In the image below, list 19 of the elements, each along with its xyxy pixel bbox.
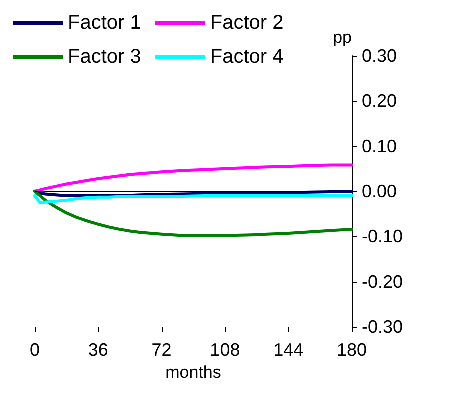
y-tick-label: -0.30 xyxy=(362,317,404,337)
y-tick-label: 0.10 xyxy=(362,136,398,156)
y-tick-label: -0.20 xyxy=(362,272,404,292)
x-tick-label: 144 xyxy=(274,340,304,360)
legend-label: Factor 1 xyxy=(68,12,142,34)
y-axis-title: pp xyxy=(333,28,352,47)
x-tick-label: 36 xyxy=(88,340,108,360)
y-tick-label: 0.00 xyxy=(362,182,398,202)
x-tick-label: 108 xyxy=(210,340,240,360)
x-tick-label: 180 xyxy=(336,340,368,360)
y-tick-label: 0.30 xyxy=(362,46,398,66)
x-tick-label: 0 xyxy=(30,340,40,360)
legend-label: Factor 4 xyxy=(210,46,284,68)
y-tick-label: 0.20 xyxy=(362,91,398,112)
x-axis-title: months xyxy=(166,362,222,382)
legend-label: Factor 2 xyxy=(210,12,284,34)
x-tick-label: 72 xyxy=(152,340,172,360)
legend-label: Factor 3 xyxy=(68,46,142,68)
y-tick-label: -0.10 xyxy=(362,226,404,247)
